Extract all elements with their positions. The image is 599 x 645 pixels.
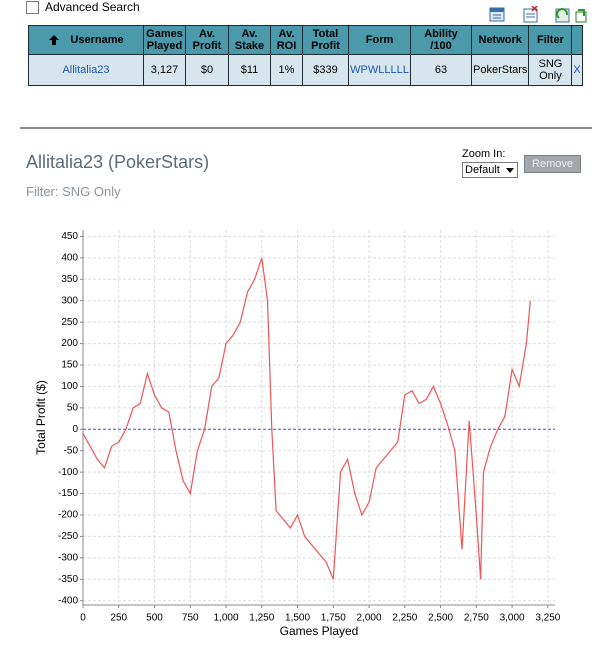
checkbox[interactable] [26,0,39,14]
y-tick-label: -200 [58,510,78,521]
y-tick-label: 400 [61,252,78,263]
zoom-select[interactable]: Default [462,162,518,178]
x-tick-label: 2,500 [428,613,453,624]
toolbar-icons [489,6,587,23]
y-tick-label: -300 [58,552,78,563]
x-tick-label: 3,250 [535,613,560,624]
cell: 1% [270,54,303,86]
x-axis-label: Games Played [280,624,359,638]
form-link[interactable]: WPWLLLLL [350,64,409,76]
x-tick-label: 1,250 [249,613,274,624]
header-cell[interactable]: Username [28,25,144,55]
cell: X [571,54,583,86]
remove-button[interactable]: Remove [524,155,581,173]
x-tick-label: 750 [182,613,199,624]
x-tick-label: 0 [80,613,86,624]
icon-settings[interactable] [575,9,587,23]
y-tick-label: 250 [61,317,78,328]
chart: -400 -350 -300 -250 -200 -150 -100 -50 0 50 100 150… [34,230,561,638]
data-row: Allitalia23 3,127 $0 $11 1% $339 WPWLLLL… [28,54,583,86]
y-axis-label: Total Profit ($) [34,380,48,455]
y-tick-label: 50 [67,402,79,413]
header-cell[interactable]: Network [470,25,530,55]
x-tick-label: 1,000 [214,613,239,624]
y-tick-label: -350 [58,574,78,585]
header-cell[interactable]: Total Profit [302,25,349,55]
y-tick-label: 150 [61,360,78,371]
y-tick-label: 350 [61,274,78,285]
cell: SNG Only [528,54,573,86]
y-tick-label: 0 [72,424,78,435]
y-tick-label: -150 [58,488,78,499]
zoom-value[interactable]: Default [465,164,500,176]
filter-label: Filter: SNG Only [26,184,121,199]
zoom-label: Zoom In: [462,148,506,160]
header-cell[interactable]: Form [348,25,411,55]
x-tick-label: 250 [110,613,127,624]
x-tick-label: 1,750 [321,613,346,624]
y-tick-label: 300 [61,295,78,306]
chart-title: Allitalia23 (PokerStars) [26,152,210,172]
cell: Allitalia23 [28,54,144,86]
x-tick-label: 500 [146,613,163,624]
y-tick-label: -50 [64,445,79,456]
header-text: Username [70,33,124,46]
cell: WPWLLLLL [348,54,411,86]
x-tick-label: 2,000 [357,613,382,624]
y-tick-label: -400 [58,595,78,606]
y-tick-label: 100 [61,381,78,392]
header-cell[interactable]: Ability /100 [410,25,472,55]
icon-refresh[interactable] [555,8,570,23]
x-tick-label: 2,250 [392,613,417,624]
y-tick-label: 200 [61,338,78,349]
advanced-search[interactable]: Advanced Search [26,0,140,14]
x-tick-label: 2,750 [464,613,489,624]
remove-link[interactable]: X [573,64,581,76]
header-cell [571,25,583,55]
sort-arrow[interactable] [48,34,60,46]
checkbox-label[interactable]: Advanced Search [45,0,140,14]
cell: $0 [185,54,229,86]
cell: 3,127 [143,54,186,86]
x-tick-label: 3,000 [500,613,525,624]
divider [20,127,592,129]
cell: 63 [410,54,472,86]
y-tick-label: -250 [58,531,78,542]
header-row: Username Games Played Av. Profit Av. Sta… [28,25,583,55]
header-cell[interactable]: Av. Profit [185,25,229,55]
icon-export[interactable] [489,7,505,22]
x-tick-label: 1,500 [285,613,310,624]
header-cell[interactable]: Av. ROI [270,25,303,55]
players-table: Username Games Played Av. Profit Av. Sta… [28,25,583,86]
icon-delete[interactable] [523,6,538,23]
header-cell[interactable]: Games Played [143,25,186,55]
cell: $339 [302,54,349,86]
y-tick-label: 450 [61,231,78,242]
cell: $11 [228,54,271,86]
dropdown-arrow[interactable] [506,168,514,173]
data-line [82,257,531,580]
header-cell[interactable]: Filter [528,25,573,55]
cell: PokerStars [470,54,530,86]
header-cell[interactable]: Av. Stake [228,25,271,55]
username-link[interactable]: Allitalia23 [62,64,110,76]
y-tick-label: -100 [58,467,78,478]
